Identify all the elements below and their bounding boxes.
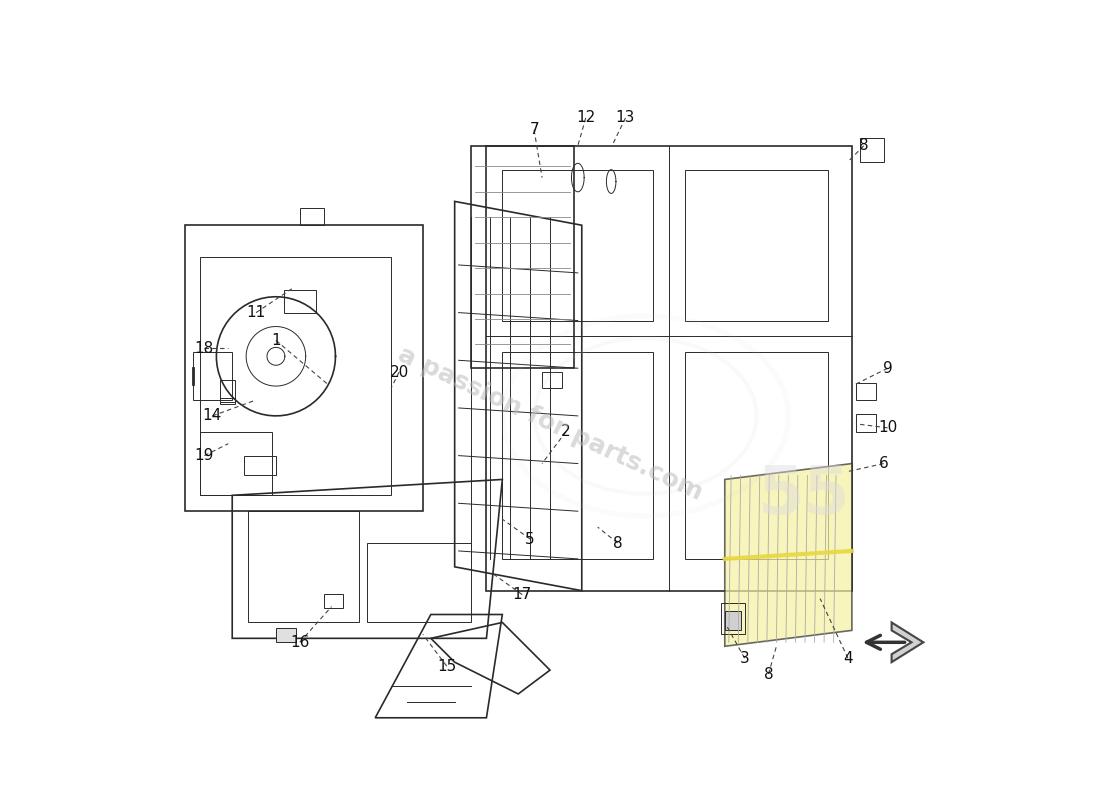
Bar: [503, 352, 653, 559]
Text: 17: 17: [513, 587, 531, 602]
Text: 15: 15: [437, 658, 456, 674]
Bar: [200, 432, 272, 495]
Bar: [367, 543, 471, 622]
Text: 14: 14: [202, 408, 222, 423]
Bar: [725, 610, 740, 630]
Polygon shape: [892, 622, 923, 662]
Text: 11: 11: [246, 305, 266, 320]
Text: 16: 16: [290, 635, 309, 650]
Text: 9: 9: [883, 361, 892, 376]
Text: 55: 55: [758, 462, 850, 528]
Text: 2: 2: [561, 424, 571, 439]
Text: 3: 3: [740, 650, 749, 666]
Bar: [856, 382, 876, 400]
Text: 13: 13: [616, 110, 635, 126]
Text: 4: 4: [843, 650, 852, 666]
Bar: [276, 628, 296, 642]
Bar: [685, 352, 828, 559]
Bar: [220, 380, 234, 404]
Polygon shape: [725, 463, 851, 646]
Bar: [685, 170, 828, 321]
Text: 19: 19: [195, 448, 214, 463]
Text: 7: 7: [529, 122, 539, 138]
Bar: [323, 594, 343, 608]
Text: 18: 18: [195, 341, 214, 356]
Text: 8: 8: [763, 666, 773, 682]
Bar: [503, 170, 653, 321]
Text: 5: 5: [526, 531, 535, 546]
Bar: [856, 414, 876, 432]
Bar: [720, 602, 745, 634]
Text: a passion for parts.com: a passion for parts.com: [394, 342, 706, 506]
Bar: [860, 138, 883, 162]
Text: 1: 1: [271, 333, 281, 348]
Bar: [300, 208, 323, 226]
Text: 20: 20: [389, 365, 409, 380]
Text: 10: 10: [878, 420, 898, 435]
Bar: [542, 372, 562, 388]
Text: 8: 8: [859, 138, 869, 154]
Text: 6: 6: [879, 456, 889, 471]
Bar: [244, 456, 276, 475]
Bar: [249, 511, 360, 622]
Text: 12: 12: [576, 110, 595, 126]
Bar: [284, 290, 316, 313]
Text: 8: 8: [613, 535, 623, 550]
